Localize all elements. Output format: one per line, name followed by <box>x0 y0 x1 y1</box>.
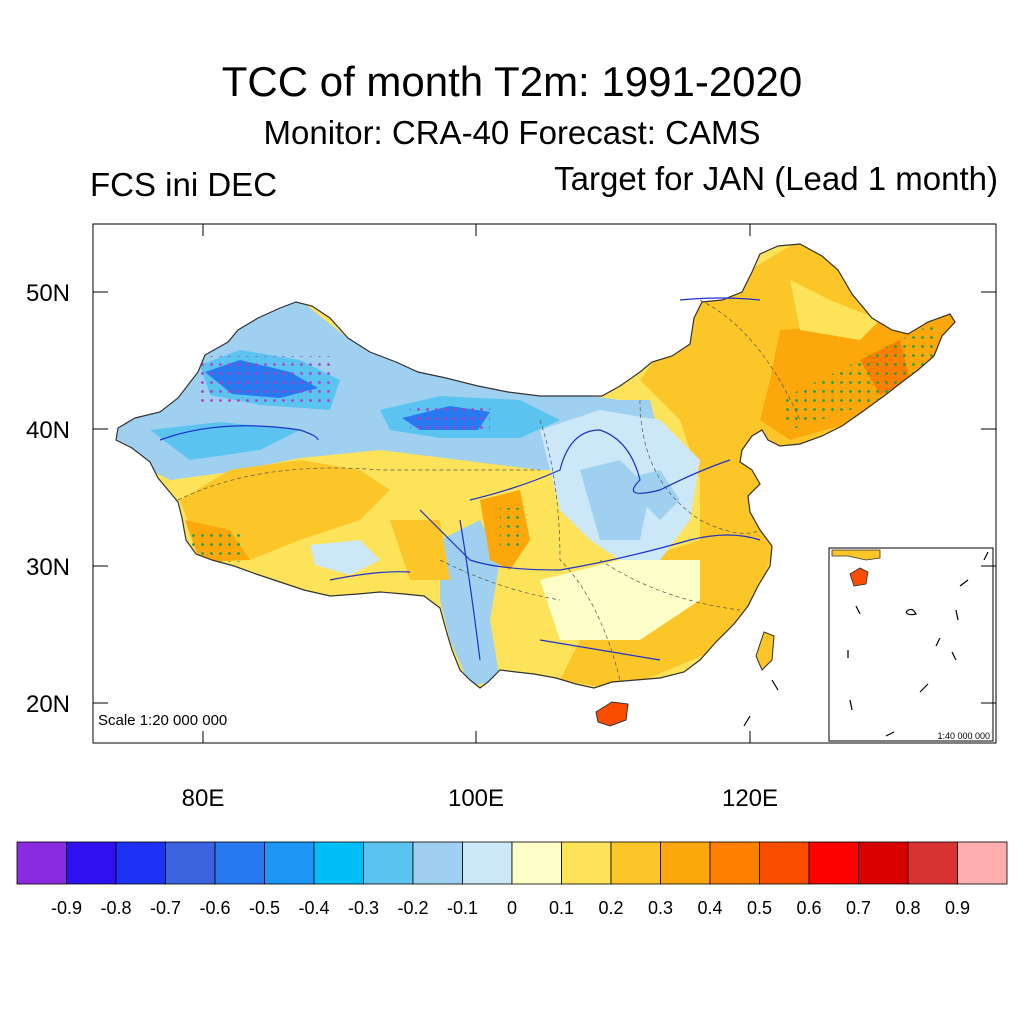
sea-boundary-dashes <box>743 679 779 727</box>
rivers <box>159 297 761 661</box>
colorbar-swatch-16 <box>808 841 859 885</box>
colorbar-swatch-9 <box>462 841 513 885</box>
colorbar-label-14: 0.5 <box>747 898 772 918</box>
target-label: Target for JAN (Lead 1 month) <box>554 160 998 197</box>
figure-subtitle: Monitor: CRA-40 Forecast: CAMS <box>263 114 761 151</box>
colorbar-label-8: -0.1 <box>447 898 478 918</box>
figure-title: TCC of month T2m: 1991-2020 <box>221 58 803 105</box>
colorbar-swatch-0 <box>16 841 67 885</box>
main-scale-text: Scale 1:20 000 000 <box>98 712 227 729</box>
init-label: FCS ini DEC <box>90 166 278 203</box>
colorbar-label-13: 0.4 <box>697 898 722 918</box>
colorbar-label-3: -0.6 <box>199 898 230 918</box>
colorbar-label-1: -0.8 <box>100 898 131 918</box>
colorbar-swatch-19 <box>957 841 1008 885</box>
colorbar-label-5: -0.4 <box>298 898 329 918</box>
colorbar-swatch-8 <box>412 841 463 885</box>
inset-scale-text: 1:40 000 000 <box>937 731 990 741</box>
colorbar-label-15: 0.6 <box>796 898 821 918</box>
colorbar-swatch-11 <box>561 841 612 885</box>
colorbar-swatch-17 <box>858 841 909 885</box>
colorbar-label-4: -0.5 <box>249 898 280 918</box>
colorbar-swatch-5 <box>264 841 315 885</box>
lon-label-120e: 120E <box>722 785 778 812</box>
colorbar-swatch-18 <box>907 841 958 885</box>
colorbar-swatch-14 <box>709 841 760 885</box>
lon-label-100e: 100E <box>448 785 504 812</box>
colorbar-label-10: 0.1 <box>549 898 574 918</box>
colorbar-swatch-2 <box>115 841 166 885</box>
lat-label-20n: 20N <box>26 691 70 718</box>
colorbar-swatch-12 <box>610 841 661 885</box>
province-borders <box>177 299 801 681</box>
colorbar-swatch-3 <box>165 841 216 885</box>
south-china-sea-inset: 1:40 000 000 <box>828 547 994 742</box>
colorbar-label-16: 0.7 <box>846 898 871 918</box>
colorbar-swatch-6 <box>313 841 364 885</box>
colorbar-label-9: 0 <box>507 898 517 918</box>
taiwan-island <box>755 631 775 671</box>
colorbar-swatch-1 <box>66 841 117 885</box>
lat-label-30n: 30N <box>26 554 70 581</box>
colorbar-label-0: -0.9 <box>51 898 82 918</box>
lat-label-40n: 40N <box>26 417 70 444</box>
axis-ticks <box>93 224 996 743</box>
colorbar-swatch-10 <box>511 841 562 885</box>
lat-label-50n: 50N <box>26 280 70 307</box>
colorbar-label-17: 0.8 <box>895 898 920 918</box>
lon-label-80e: 80E <box>182 785 225 812</box>
colorbar-swatch-15 <box>759 841 810 885</box>
colorbar-label-18: 0.9 <box>945 898 970 918</box>
colorbar-swatch-4 <box>214 841 265 885</box>
colorbar-label-11: 0.2 <box>598 898 623 918</box>
colorbar-swatch-7 <box>363 841 414 885</box>
colorbar-label-7: -0.2 <box>397 898 428 918</box>
colorbar-label-2: -0.7 <box>150 898 181 918</box>
colorbar-label-12: 0.3 <box>648 898 673 918</box>
hainan-island <box>595 701 629 727</box>
colorbar: -0.9 -0.8 -0.7 -0.6 -0.5 -0.4 -0.3 -0.2 -0.1 0 0.1… <box>16 841 1008 918</box>
colorbar-label-6: -0.3 <box>348 898 379 918</box>
colorbar-swatch-13 <box>660 841 711 885</box>
